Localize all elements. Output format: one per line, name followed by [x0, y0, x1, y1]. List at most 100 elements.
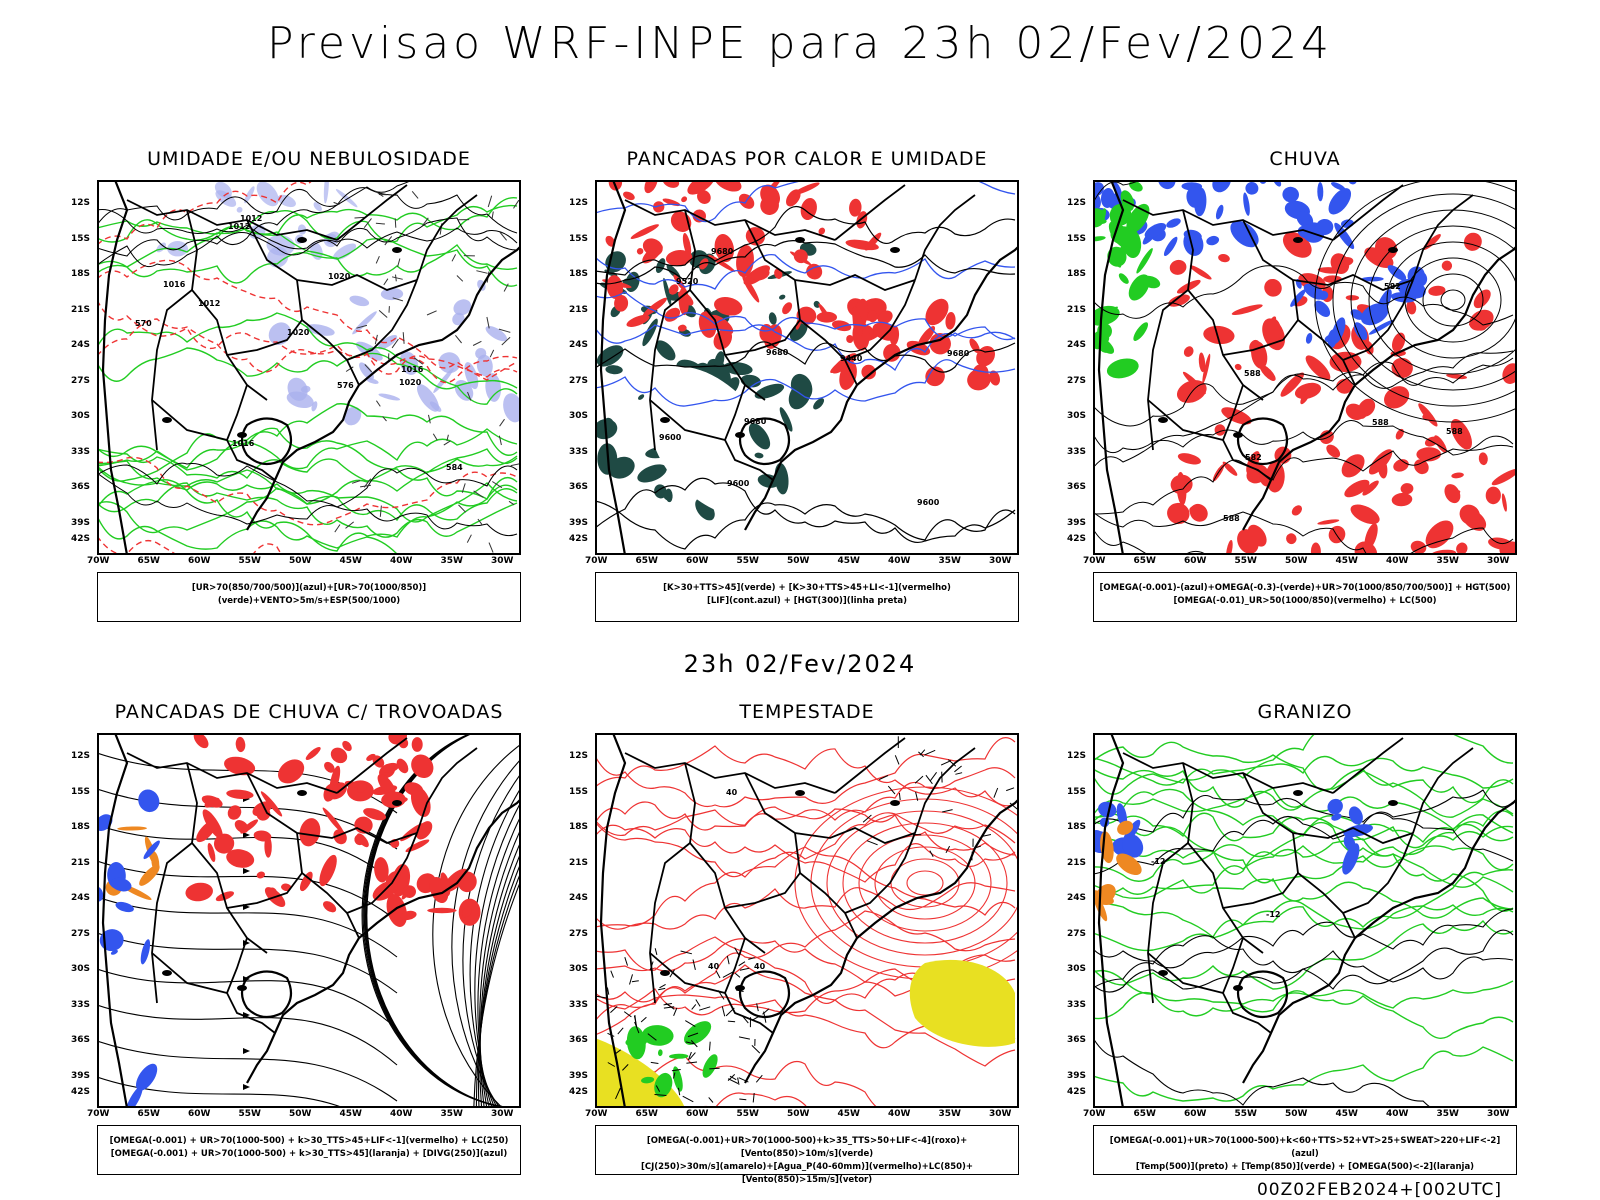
wind-vector	[993, 787, 999, 798]
humidity-850-500-area	[323, 180, 329, 204]
wind-vector	[375, 190, 384, 198]
k-tts-area	[663, 489, 673, 501]
political-border	[1342, 279, 1414, 361]
panel-title: TEMPESTADE	[739, 701, 875, 723]
thunderstorm-area	[323, 901, 337, 913]
latitude-label: 15S	[71, 233, 91, 244]
omega-ur50-area	[1450, 418, 1472, 450]
lc850-contour	[842, 822, 1008, 944]
k-tts-area	[788, 381, 812, 410]
map-legend: [OMEGA(-0.001)-(azul)+OMEGA(-0.3)-(verde…	[1093, 572, 1517, 622]
hgt500-contour	[1440, 289, 1466, 311]
contour-label: 1016	[163, 280, 186, 289]
latitude-label: 18S	[569, 822, 589, 832]
thunderstorm-area	[215, 891, 234, 902]
wind-vector	[363, 478, 372, 488]
omega-area	[1305, 332, 1313, 344]
omega-ur50-area	[1259, 364, 1276, 381]
wind-vector	[492, 481, 503, 489]
wind-vector	[658, 987, 666, 991]
thunderstorm-area	[354, 834, 366, 846]
latitude-label: 30S	[1067, 411, 1087, 421]
wind-vector	[487, 195, 493, 208]
humidity-1000-850-contour	[97, 427, 518, 500]
contour-label: 40	[726, 788, 738, 797]
longitude-label: 35W	[1436, 556, 1459, 566]
wind-vector	[473, 490, 484, 498]
omega-area	[1144, 223, 1167, 239]
omega-ur50-area	[1319, 430, 1334, 444]
longitude-label: 30W	[491, 1109, 514, 1119]
longitude-label: 60W	[686, 1109, 709, 1119]
humidity-1000-850-contour	[97, 448, 518, 534]
omega-ur50-area	[1416, 447, 1441, 462]
thunderstorm-area	[323, 783, 337, 802]
legend-line: [K>30+TTS>45](verde) + [K>30+TTS>45+LI<-…	[663, 583, 951, 593]
political-border	[1332, 737, 1404, 794]
streamline-arrow	[243, 1048, 250, 1054]
longitude-label: 55W	[1234, 1109, 1257, 1119]
humidity-850-500-area	[277, 194, 296, 208]
latitude-label: 33S	[569, 446, 589, 457]
latitude-label: 15S	[569, 233, 589, 244]
omega-ur50-area	[1395, 428, 1404, 440]
lc500-contour	[1093, 180, 1142, 204]
omega-ur50-area	[1280, 372, 1305, 397]
panel-title: GRANIZO	[1257, 701, 1353, 723]
wind-vector	[413, 357, 424, 365]
k-tts-area	[813, 300, 821, 308]
lc500-contour	[1093, 350, 1514, 427]
wind-vector	[467, 391, 472, 401]
wind-vector	[1009, 802, 1018, 810]
temp850-contour	[1093, 919, 1514, 990]
latitude-label: 42S	[569, 1087, 589, 1097]
precipitable-water-contour	[595, 936, 1016, 1067]
humidity-850-500-area	[286, 391, 314, 409]
k-tts-li-area	[782, 302, 793, 315]
omega-ur50-area	[1459, 504, 1481, 525]
contour-label: 9520	[676, 277, 699, 286]
panel-title: PANCADAS DE CHUVA C/ TROVOADAS	[114, 701, 504, 723]
thunderstorm-area	[299, 871, 313, 892]
wind-850-area	[669, 1053, 689, 1059]
wind-vector	[421, 217, 429, 227]
coastline	[1242, 797, 1517, 1084]
latitude-label: 18S	[71, 269, 91, 279]
political-border	[151, 399, 228, 441]
political-border	[346, 832, 418, 914]
lake	[1388, 247, 1398, 253]
legend-line: [LIF](cont.azul) + [HGT(300)](linha pret…	[706, 596, 908, 606]
wind-vector	[333, 201, 340, 205]
latitude-label: 24S	[1067, 893, 1087, 903]
omega-area	[1350, 309, 1364, 320]
wind-vector	[392, 297, 404, 302]
omega-area	[1317, 182, 1324, 202]
latitude-label: 12S	[1067, 198, 1087, 208]
thunderstorm-area	[256, 807, 271, 821]
map-frame	[1093, 180, 1517, 555]
omega-ur50-area	[1231, 304, 1263, 315]
clear-area	[647, 366, 745, 510]
wind-vector	[947, 759, 957, 767]
wind-vector	[929, 772, 938, 781]
k-tts-li-area	[682, 233, 692, 257]
wind-vector	[941, 809, 953, 813]
omega-area	[1181, 182, 1203, 191]
omega-ur50-area	[1266, 318, 1282, 344]
coastline	[744, 797, 1019, 1084]
thunderstorm-area	[381, 762, 400, 773]
humidity-850-500-area	[378, 393, 401, 401]
forecast-time-label: 23h 02/Fev/2024	[683, 650, 917, 678]
latitude-label: 30S	[569, 964, 589, 974]
thunderstorm-area	[377, 774, 396, 797]
forecast-map	[97, 733, 521, 1108]
omega-ur50-area	[1456, 542, 1468, 555]
wind-vector	[727, 1074, 736, 1081]
thunderstorm-area	[224, 756, 256, 776]
k-tts-li-area	[605, 235, 616, 247]
omega-ur50-area	[1406, 300, 1417, 315]
streamline-250	[97, 932, 398, 994]
political-border	[649, 399, 726, 441]
hgt300-contour	[595, 240, 1016, 285]
k-tts-li-area	[681, 196, 688, 203]
